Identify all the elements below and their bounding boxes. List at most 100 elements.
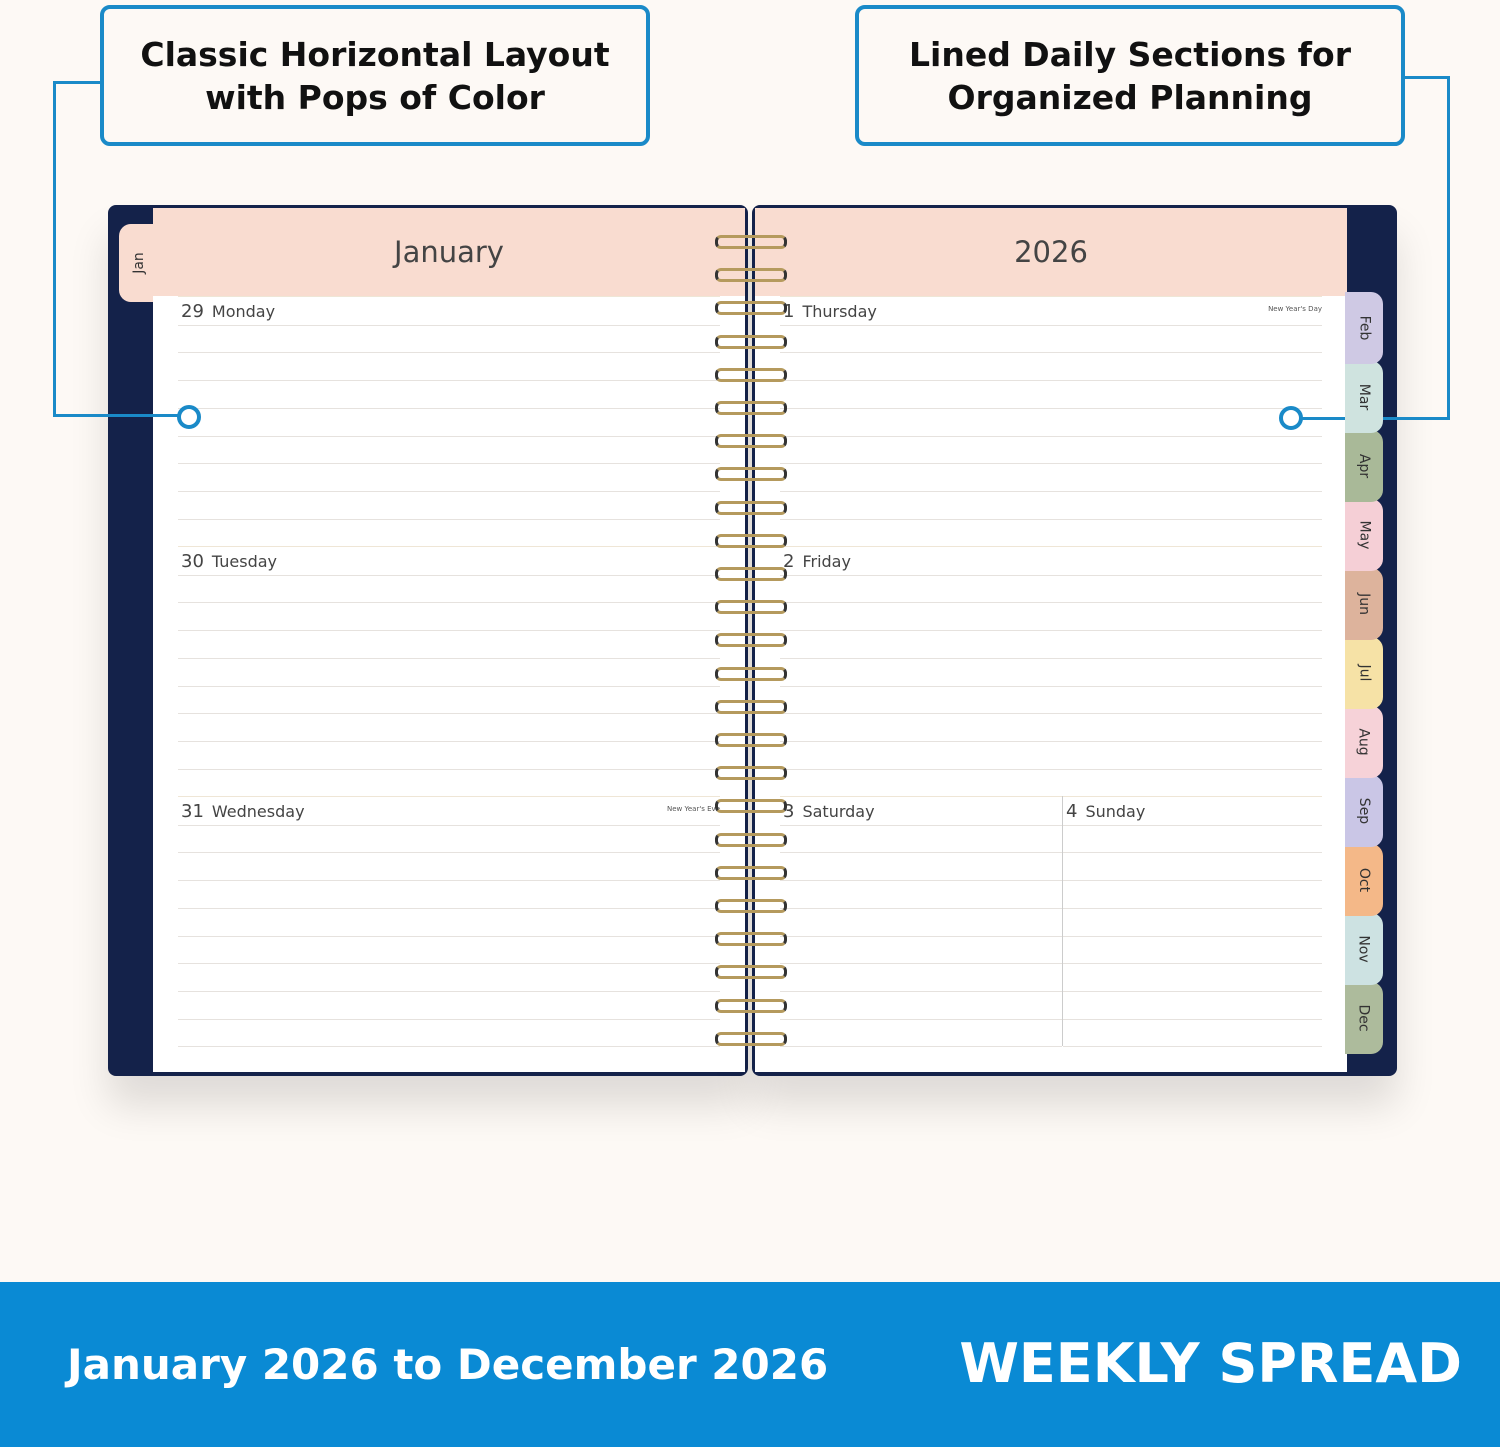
day-name: Thursday <box>802 302 877 321</box>
day-name: Sunday <box>1085 802 1146 821</box>
writing-line <box>780 935 1062 937</box>
tab-jan[interactable]: Jan <box>119 224 159 302</box>
writing-line <box>178 380 720 382</box>
tab-may[interactable]: May <box>1345 499 1383 571</box>
day-section[interactable]: 30 Tuesday <box>178 546 720 798</box>
writing-line <box>178 602 720 604</box>
writing-line <box>780 685 1322 687</box>
writing-line <box>780 546 1322 547</box>
day-number: 1 <box>783 301 795 322</box>
spiral-coil <box>715 998 787 1013</box>
day-number: 4 <box>1066 801 1078 822</box>
day-label: 4 Sunday <box>1066 801 1145 822</box>
writing-line <box>1063 990 1322 992</box>
tab-label: Jun <box>1356 593 1372 615</box>
writing-line <box>780 796 1062 797</box>
day-number: 29 <box>181 301 204 322</box>
day-number: 3 <box>783 801 795 822</box>
spiral-coil <box>715 666 787 681</box>
tab-mar[interactable]: Mar <box>1345 361 1383 433</box>
tab-label: Apr <box>1355 453 1372 479</box>
tab-jun[interactable]: Jun <box>1345 568 1383 640</box>
writing-line <box>178 963 720 965</box>
writing-line <box>780 352 1322 354</box>
weekend-divider <box>1062 796 1063 1046</box>
writing-line <box>780 630 1322 632</box>
tab-label: Dec <box>1356 1004 1372 1032</box>
day-section[interactable]: 4 Sunday <box>1063 796 1322 1048</box>
writing-line <box>1063 824 1322 826</box>
day-section[interactable]: 29 Monday <box>178 296 720 548</box>
tab-label: Nov <box>1355 935 1372 963</box>
writing-line <box>780 713 1322 715</box>
writing-line <box>178 546 720 547</box>
writing-line <box>780 740 1322 742</box>
tab-aug[interactable]: Aug <box>1345 706 1383 778</box>
writing-line <box>780 768 1322 770</box>
writing-line <box>178 630 720 632</box>
spiral-coil <box>715 567 787 581</box>
banner: January 2026 to December 2026 WEEKLY SPR… <box>0 1282 1500 1447</box>
tab-label: Mar <box>1355 383 1372 411</box>
right-page: 2026 1 Thursday New Year's Day 2 Friday 3 Satu… <box>755 208 1347 1072</box>
writing-line <box>178 296 720 297</box>
writing-line <box>178 907 720 909</box>
callout-right: Lined Daily Sections for Organized Plann… <box>855 5 1405 146</box>
writing-line <box>178 796 720 797</box>
day-number: 31 <box>181 801 204 822</box>
spiral-coil <box>715 1031 787 1046</box>
tab-label: Oct <box>1356 867 1372 893</box>
writing-line <box>178 935 720 937</box>
day-name: Friday <box>802 552 851 571</box>
callout-dot-left <box>177 405 201 429</box>
tab-label: May <box>1355 520 1372 550</box>
day-section[interactable]: 31 Wednesday New Year's Eve <box>178 796 720 1048</box>
spiral-coil <box>715 401 787 415</box>
day-section[interactable]: 1 Thursday New Year's Day <box>780 296 1322 548</box>
writing-line <box>1063 1018 1322 1020</box>
writing-line <box>178 740 720 742</box>
banner-title: WEEKLY SPREAD <box>959 1332 1462 1395</box>
spiral-coil <box>715 600 787 615</box>
tab-oct[interactable]: Oct <box>1345 844 1383 916</box>
day-section[interactable]: 2 Friday <box>780 546 1322 798</box>
connector-right <box>1400 76 1450 420</box>
tab-dec[interactable]: Dec <box>1345 982 1383 1054</box>
writing-line <box>178 657 720 659</box>
day-number: 2 <box>783 551 795 572</box>
writing-line <box>780 296 1322 297</box>
tab-label: Feb <box>1355 315 1372 341</box>
writing-line <box>178 1018 720 1020</box>
spiral-coil <box>715 865 787 880</box>
spiral-coil <box>715 301 787 316</box>
tab-apr[interactable]: Apr <box>1345 430 1383 502</box>
spiral-coil <box>715 832 787 847</box>
writing-line <box>178 435 720 437</box>
spiral-coil <box>715 633 787 648</box>
writing-line <box>178 463 720 465</box>
writing-line <box>780 602 1322 604</box>
tab-feb[interactable]: Feb <box>1345 292 1383 364</box>
writing-line <box>178 824 720 826</box>
day-label: 1 Thursday <box>783 301 877 322</box>
spiral-coil <box>715 965 787 980</box>
spiral-coil <box>715 733 787 747</box>
spiral-coil <box>715 699 787 714</box>
tab-sep[interactable]: Sep <box>1345 775 1383 847</box>
day-label: 3 Saturday <box>783 801 875 822</box>
day-label: 31 Wednesday <box>181 801 305 822</box>
writing-line <box>780 380 1322 382</box>
writing-line <box>780 963 1062 965</box>
holiday-label: New Year's Day <box>1268 305 1322 313</box>
writing-line <box>178 490 720 492</box>
writing-line <box>780 1046 1062 1048</box>
spiral-coil <box>715 766 787 781</box>
tab-nov[interactable]: Nov <box>1345 913 1383 985</box>
tab-jul[interactable]: Jul <box>1345 637 1383 709</box>
date-range: January 2026 to December 2026 <box>67 1340 829 1389</box>
writing-line <box>1063 963 1322 965</box>
writing-line <box>178 768 720 770</box>
writing-line <box>178 324 720 326</box>
day-section[interactable]: 3 Saturday <box>780 796 1062 1048</box>
writing-line <box>1063 907 1322 909</box>
